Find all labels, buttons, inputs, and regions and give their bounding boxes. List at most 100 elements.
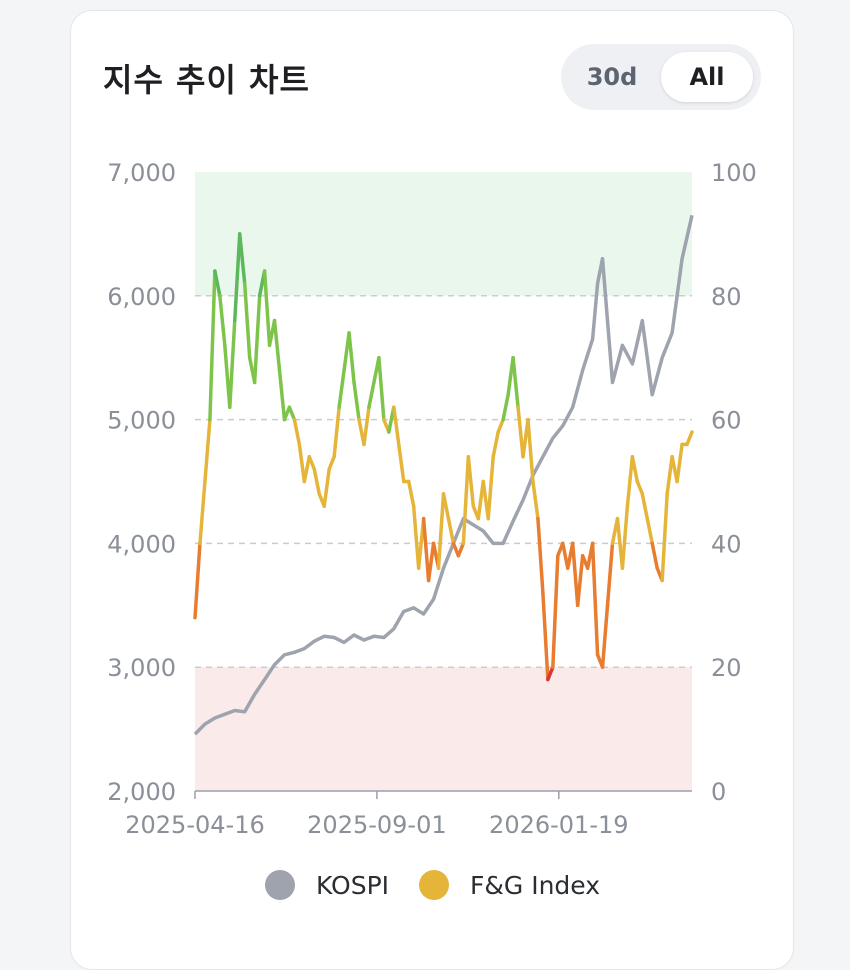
axes: 2,000 0 3,000 20 4,000 40 5,000 60 6,000 80 7,000 1… bbox=[107, 159, 757, 839]
fg-line-segment bbox=[436, 492, 446, 570]
fg-line-segment bbox=[322, 467, 331, 509]
fg-line-segment bbox=[203, 417, 212, 484]
fg-line-segment bbox=[242, 281, 252, 360]
fg-line-segment bbox=[675, 442, 684, 484]
kospi-line bbox=[193, 214, 694, 736]
y-left-tick-label: 4,000 bbox=[107, 530, 176, 558]
y-right-tick-label: 60 bbox=[711, 407, 742, 435]
fg-line-segment bbox=[590, 541, 600, 657]
fg-line-segment bbox=[645, 516, 654, 546]
fg-line-segment bbox=[466, 454, 476, 509]
fg-line-segment bbox=[531, 479, 540, 521]
fg-line-segment bbox=[665, 454, 674, 496]
fg-line-segment bbox=[650, 541, 659, 570]
fg-line-segment bbox=[312, 467, 321, 496]
fg-line-segment bbox=[411, 504, 421, 570]
fg-line-segment bbox=[486, 454, 495, 521]
fg-line-segment bbox=[605, 541, 615, 608]
fg-line-segment bbox=[575, 554, 585, 608]
fg-line-segment bbox=[456, 541, 466, 558]
legend: KOSPI F&G Index bbox=[265, 870, 600, 900]
fg-line-segment bbox=[193, 541, 202, 620]
y-left-tick-label: 2,000 bbox=[107, 778, 176, 806]
fg-line-segment bbox=[501, 393, 510, 422]
x-tick-label: 2026-01-19 bbox=[489, 811, 628, 839]
fg-line-segment bbox=[446, 516, 456, 546]
fg-line-segment bbox=[352, 380, 361, 422]
fg-line-segment bbox=[367, 380, 376, 409]
fg-line-segment bbox=[327, 454, 336, 471]
fg-line-segment bbox=[426, 541, 436, 583]
fg-line-segment bbox=[406, 479, 416, 509]
gridlines bbox=[195, 295, 692, 668]
fg-line-segment bbox=[685, 430, 694, 447]
fg-line-segment bbox=[392, 405, 401, 447]
fg-line-segment bbox=[640, 492, 650, 521]
legend-kospi-label: KOSPI bbox=[316, 871, 389, 900]
fg-line-segment bbox=[237, 232, 247, 286]
fg-line-segment bbox=[337, 368, 346, 409]
chart-card: 지수 추이 차트 30d All bbox=[70, 10, 794, 970]
fg-line-segment bbox=[421, 516, 431, 583]
fg-line-segment bbox=[496, 417, 505, 434]
fg-line-segment bbox=[218, 294, 227, 348]
fg-line-segment bbox=[362, 405, 371, 447]
fg-line-segment bbox=[546, 665, 555, 682]
fg-line-segment bbox=[461, 454, 471, 546]
y-left-tick-label: 7,000 bbox=[107, 159, 176, 187]
fg-line-segment bbox=[536, 516, 545, 595]
legend-fg-swatch bbox=[419, 870, 449, 900]
sentiment-bands bbox=[195, 172, 692, 791]
legend-kospi-swatch bbox=[265, 870, 295, 900]
fg-line-segment bbox=[287, 405, 297, 422]
fg-line-segment bbox=[551, 554, 560, 669]
fg-line-segment bbox=[347, 331, 356, 385]
fg-line-segment bbox=[516, 405, 525, 459]
fg-line-segment bbox=[228, 318, 237, 409]
fg-line-segment bbox=[277, 368, 287, 422]
y-left-tick-label: 5,000 bbox=[107, 407, 176, 435]
fg-line-segment bbox=[307, 454, 317, 471]
fg-line-segment bbox=[297, 442, 307, 484]
y-left-tick-label: 3,000 bbox=[107, 654, 176, 682]
fg-line-segment bbox=[332, 405, 341, 459]
fg-line-segment bbox=[208, 269, 217, 422]
range-toggle: 30d All bbox=[561, 44, 761, 110]
fg-line-segment bbox=[262, 269, 272, 348]
x-tick-label: 2025-04-16 bbox=[125, 811, 264, 839]
card-title: 지수 추이 차트 bbox=[103, 61, 310, 99]
fg-line-segment bbox=[635, 479, 645, 496]
index-trend-chart: 2,000 0 3,000 20 4,000 40 5,000 60 6,000 80 7,000 1… bbox=[107, 159, 757, 900]
fg-line-segment bbox=[600, 603, 610, 669]
fg-line-segment bbox=[377, 355, 386, 422]
fg-line-segment bbox=[441, 492, 451, 521]
y-left-tick-label: 6,000 bbox=[107, 283, 176, 311]
fg-line-segment bbox=[620, 504, 630, 570]
range-all-button[interactable]: All bbox=[661, 52, 753, 102]
y-right-tick-label: 80 bbox=[711, 283, 742, 311]
y-right-tick-label: 40 bbox=[711, 530, 742, 558]
fg-line-segment bbox=[252, 294, 262, 385]
fg-line-segment bbox=[272, 318, 282, 372]
y-right-tick-label: 20 bbox=[711, 654, 742, 682]
legend-fg-label: F&G Index bbox=[470, 871, 600, 900]
fg-line-segment bbox=[511, 355, 520, 409]
fg-line-segment bbox=[660, 492, 669, 583]
y-right-tick-label: 0 bbox=[711, 778, 726, 806]
fg-line-segment bbox=[233, 232, 242, 323]
fg-line-segment bbox=[630, 454, 640, 484]
fg-line-segment bbox=[541, 591, 550, 682]
fg-line-segment bbox=[397, 442, 406, 484]
fg-line-segment bbox=[625, 454, 635, 509]
fg-line-segment bbox=[292, 417, 302, 447]
y-right-tick-label: 100 bbox=[711, 159, 757, 187]
series-lines bbox=[193, 214, 694, 736]
fg-line-segment bbox=[526, 417, 535, 484]
fg-line-segment bbox=[198, 479, 207, 546]
x-tick-label: 2025-09-01 bbox=[307, 811, 446, 839]
fg-line-segment bbox=[491, 430, 500, 459]
greed-band bbox=[195, 172, 692, 296]
range-30d-button[interactable]: 30d bbox=[586, 63, 638, 91]
fg-line-segment bbox=[302, 454, 312, 484]
fg-line-segment bbox=[213, 269, 222, 298]
